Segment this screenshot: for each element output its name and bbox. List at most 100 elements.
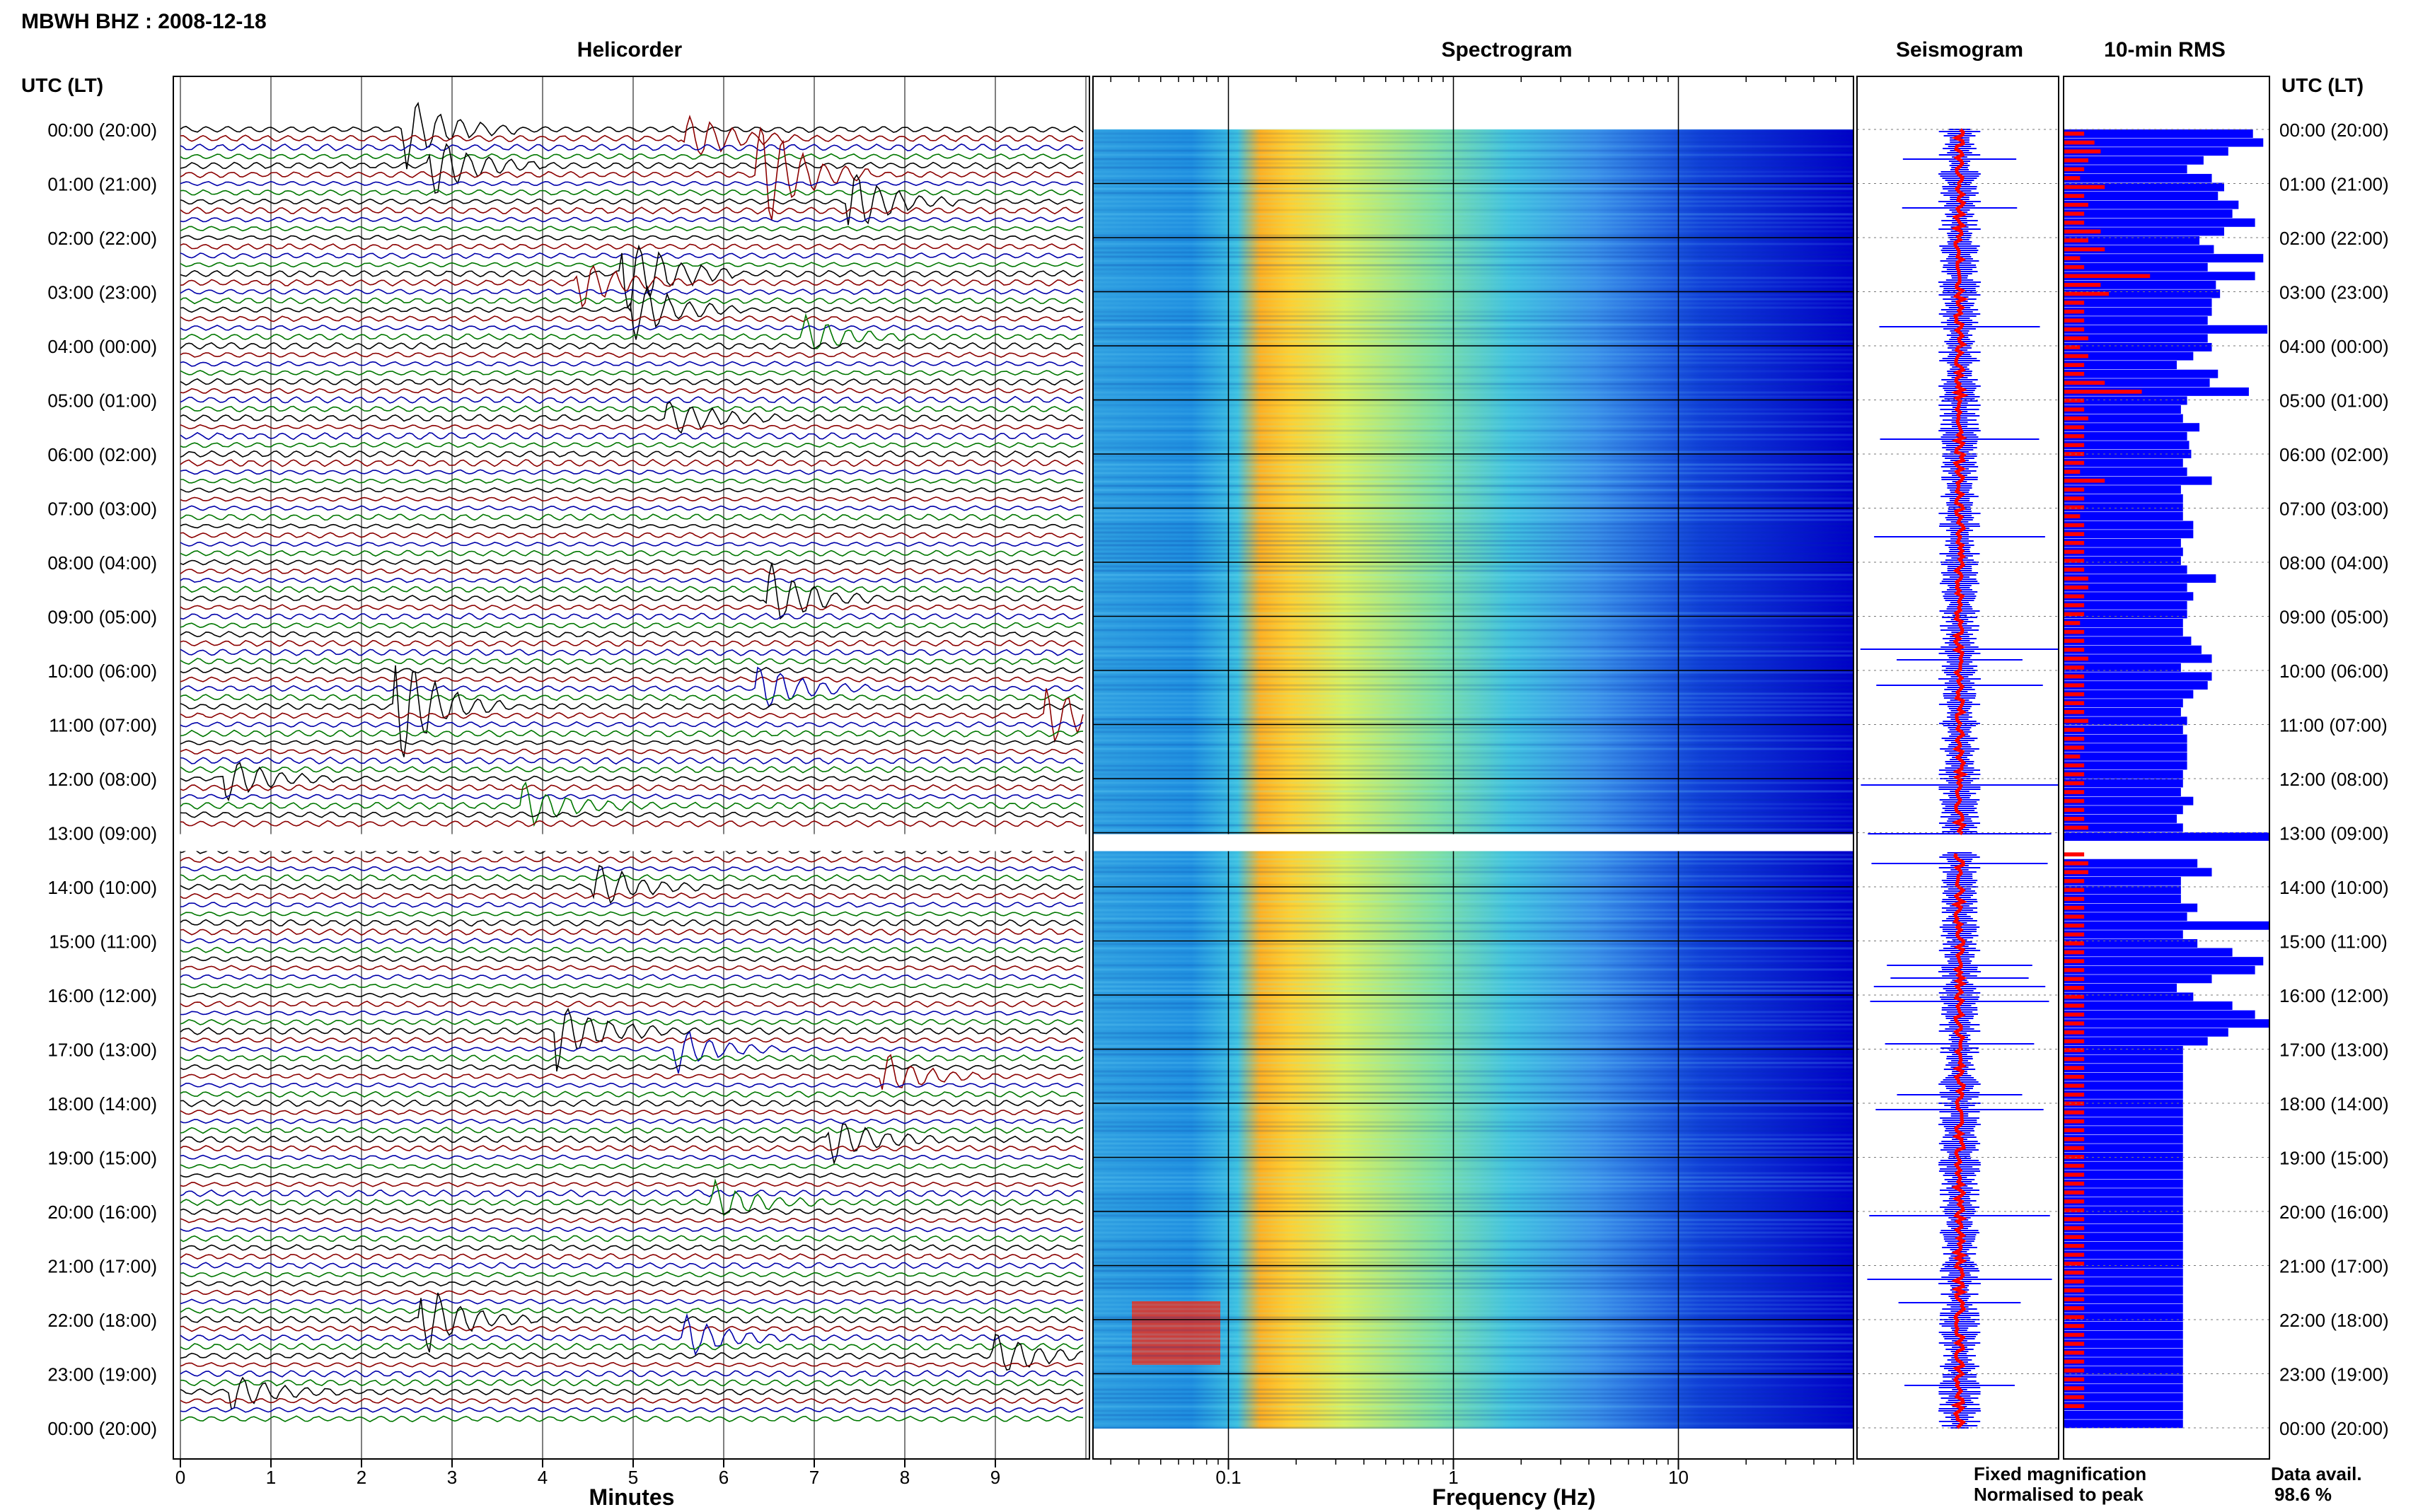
rms-normalised-bar	[2064, 470, 2081, 474]
rms-fixed-bar	[2064, 1322, 2183, 1330]
rms-normalised-bar	[2064, 158, 2088, 163]
time-label-right: 20:00 (16:00)	[2279, 1202, 2389, 1223]
rms-fixed-bar	[2064, 1223, 2183, 1233]
rms-normalised-bar	[2064, 1012, 2085, 1017]
helicorder-trace	[180, 174, 1084, 226]
rms-normalised-bar	[2064, 532, 2085, 537]
rms-normalised-bar	[2064, 1243, 2085, 1248]
minute-tick-label: 0	[175, 1467, 185, 1488]
rms-normalised-bar	[2064, 888, 2085, 892]
rms-fixed-bar	[2064, 619, 2183, 627]
helicorder-trace	[180, 1334, 1084, 1371]
rms-normalised-bar	[2064, 1395, 2085, 1400]
rms-normalised-bar	[2064, 1155, 2085, 1159]
rms-fixed-bar	[2064, 1339, 2183, 1349]
spectrogram-block-top	[1093, 129, 1853, 834]
time-label-right: 00:00 (20:00)	[2279, 120, 2389, 141]
rms-fixed-bar	[2064, 992, 2194, 1001]
helicorder-trace	[180, 1181, 1084, 1187]
spectrogram-panel	[1093, 76, 1853, 1459]
rms-fixed-bar	[2064, 814, 2177, 823]
rms-normalised-bar	[2064, 1136, 2085, 1141]
rms-normalised-bar	[2064, 1350, 2085, 1355]
rms-fixed-bar	[2064, 1295, 2183, 1304]
helicorder-trace	[180, 1189, 1084, 1198]
helicorder-trace	[180, 820, 1084, 827]
time-label-left: 15:00 (11:00)	[49, 931, 157, 953]
time-label-right: 13:00 (09:00)	[2279, 823, 2389, 844]
rms-normalised-bar	[2064, 1386, 2085, 1390]
helicorder-trace	[180, 342, 1084, 350]
helicorder-trace	[180, 207, 1084, 215]
rms-normalised-bar	[2064, 1101, 2085, 1106]
rms-fixed-bar	[2064, 965, 2255, 975]
helicorder-trace	[180, 639, 1084, 647]
rms-fixed-bar	[2064, 538, 2181, 547]
helicorder-trace	[180, 666, 1084, 708]
rms-normalised-bar	[2064, 1030, 2085, 1035]
rms-normalised-bar	[2064, 1093, 2085, 1097]
rms-fixed-bar	[2064, 361, 2177, 370]
rms-normalised-bar	[2064, 692, 2085, 697]
helicorder-trace	[180, 811, 1084, 818]
rms-normalised-bar	[2064, 1146, 2085, 1151]
helicorder-trace	[180, 740, 1084, 746]
helicorder-trace	[180, 450, 1084, 458]
helicorder-trace	[180, 721, 1084, 728]
rms-normalised-bar	[2064, 585, 2088, 590]
rms-fixed-bar	[2064, 1268, 2183, 1277]
time-label-left: 12:00 (08:00)	[47, 769, 157, 790]
rms-fixed-bar	[2064, 200, 2239, 209]
helicorder-trace	[180, 902, 1084, 908]
rms-normalised-bar	[2064, 629, 2085, 634]
spectrogram-title: Spectrogram	[1441, 38, 1572, 62]
helicorder-trace	[180, 1252, 1084, 1260]
rms-title: 10-min RMS	[2104, 38, 2226, 62]
rms-normalised-bar	[2064, 1305, 2085, 1310]
time-label-right: 09:00 (05:00)	[2279, 607, 2389, 628]
rms-normalised-bar	[2064, 621, 2081, 625]
frequency-axis-title: Frequency (Hz)	[1432, 1484, 1595, 1510]
helicorder-trace	[180, 694, 1084, 702]
rms-normalised-bar	[2064, 897, 2085, 901]
helicorder-trace	[180, 793, 1084, 800]
time-label-right: 14:00 (10:00)	[2279, 877, 2389, 898]
rms-normalised-bar	[2064, 870, 2088, 875]
helicorder-trace	[180, 401, 1084, 434]
rms-normalised-bar	[2064, 772, 2085, 777]
rms-fixed-bar	[2064, 752, 2187, 761]
rms-fixed-bar	[2064, 325, 2268, 334]
rms-normalised-bar	[2064, 229, 2101, 234]
helicorder-trace	[180, 1123, 1084, 1165]
rms-fixed-bar	[2064, 699, 2183, 708]
rms-fixed-bar	[2064, 1410, 2183, 1419]
rms-fixed-bar	[2064, 396, 2187, 405]
rms-normalised-bar	[2064, 959, 2085, 963]
rms-normalised-bar	[2064, 354, 2088, 359]
helicorder-trace	[180, 1292, 1084, 1353]
time-label-right: 04:00 (00:00)	[2279, 336, 2389, 357]
helicorder-trace	[180, 1010, 1084, 1016]
helicorder-trace	[180, 216, 1084, 223]
spectrogram-data-gap	[1093, 834, 1853, 851]
time-label-right: 21:00 (17:00)	[2279, 1256, 2389, 1277]
panel-frame	[1856, 76, 2059, 1460]
rms-fixed-bar	[2064, 1010, 2255, 1019]
helicorder-trace	[180, 1262, 1084, 1269]
rms-fixed-bar	[2064, 503, 2183, 512]
panel-frame	[2063, 76, 2270, 1460]
rms-fixed-bar	[2064, 868, 2212, 877]
helicorder-trace	[180, 756, 1084, 765]
frequency-tick-label: 10	[1668, 1467, 1689, 1488]
rms-normalised-bar	[2064, 994, 2085, 999]
rms-normalised-bar	[2064, 825, 2088, 830]
helicorder-trace	[180, 143, 1084, 194]
helicorder-data-gap	[174, 834, 1088, 851]
rms-fixed-bar	[2064, 512, 2183, 521]
helicorder-trace	[180, 532, 1084, 539]
helicorder-trace	[180, 937, 1084, 944]
helicorder-trace	[180, 965, 1084, 971]
helicorder-trace	[180, 234, 1084, 241]
minute-tick-label: 2	[357, 1467, 366, 1488]
rms-fixed-bar	[2064, 1064, 2183, 1073]
